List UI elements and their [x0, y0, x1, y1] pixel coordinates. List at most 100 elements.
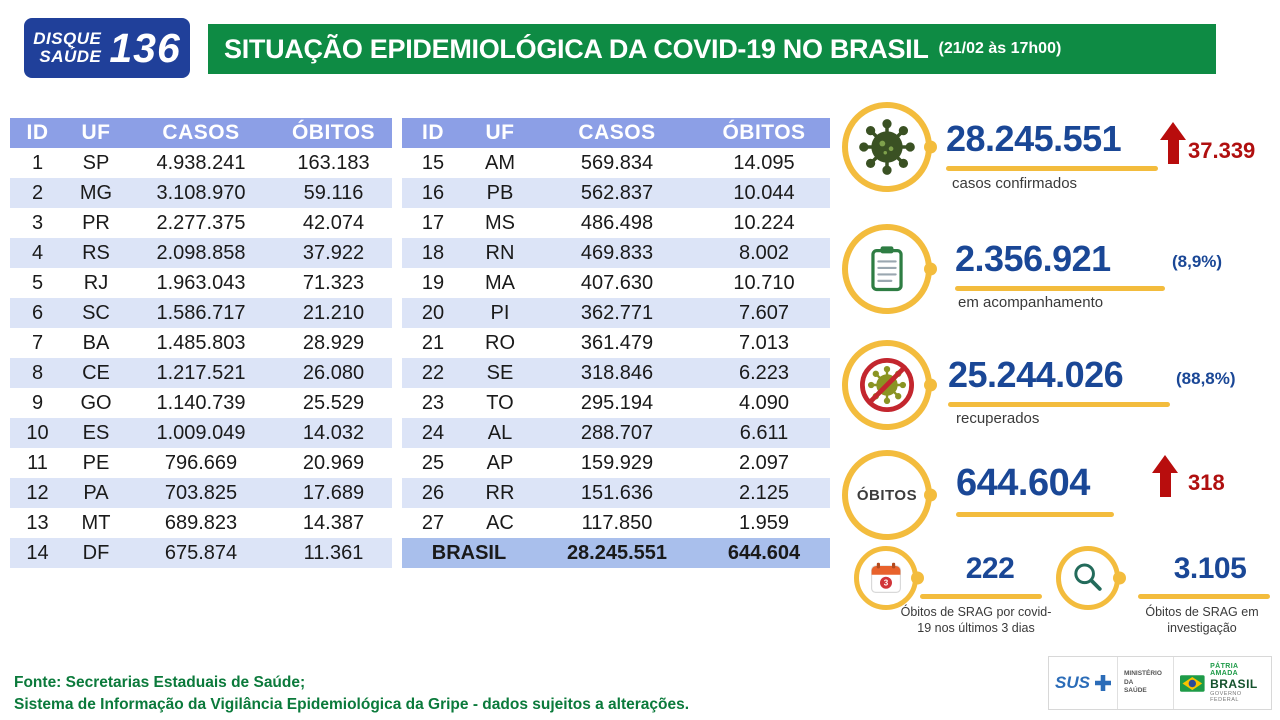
table-cell: CE [82, 361, 110, 384]
gold-underline [920, 594, 1042, 599]
table-cell: 42.074 [302, 211, 365, 234]
source-line-1: Fonte: Secretarias Estaduais de Saúde; [14, 674, 306, 691]
table-cell: 14.387 [302, 511, 365, 534]
table-cell: 11 [27, 451, 48, 474]
table-row: 13 MT 689.823 14.387 [10, 508, 392, 538]
table-row: 12 PA 703.825 17.689 [10, 478, 392, 508]
table-cell: 469.833 [580, 241, 654, 264]
confirmed-cases-label: casos confirmados [952, 175, 1078, 192]
table-cell: 10.044 [733, 181, 795, 204]
table-cell: PR [82, 211, 110, 234]
table-row: 26 RR 151.636 2.125 [402, 478, 830, 508]
table-cell: 10.224 [733, 211, 795, 234]
table-cell: 486.498 [580, 211, 654, 234]
table-cell: SE [486, 361, 514, 384]
monitoring-label: em acompanhamento [958, 294, 1104, 311]
table-cell: 12 [26, 481, 49, 504]
table-cell: GO [80, 391, 112, 414]
government-logos: SUS MINISTÉRIO DA SAÚDE PÁTRIA AMADA BRA… [1048, 656, 1272, 710]
column-header: ID [402, 118, 464, 148]
gold-underline [956, 512, 1114, 517]
disque-saude-logo-text: DISQUE SAÚDE [33, 30, 101, 66]
table-cell: 4 [31, 241, 44, 264]
table-cell: 7 [31, 331, 44, 354]
table-cell: AL [487, 421, 513, 444]
table-row: 1 SP 4.938.241 163.183 [10, 148, 392, 178]
table-cell: 25.529 [302, 391, 365, 414]
table-cell: 3 [31, 211, 44, 234]
table-row: 7 BA 1.485.803 28.929 [10, 328, 392, 358]
table-cell: SP [82, 151, 110, 174]
srag-recent-ring: 3 [854, 546, 918, 610]
sus-logo-text: SUS [1055, 673, 1090, 692]
srag-recent-value: 222 [965, 552, 1015, 585]
deaths-delta: 318 [1188, 470, 1225, 495]
table-row: 23 TO 295.194 4.090 [402, 388, 830, 418]
deaths-ring: ÓBITOS [842, 450, 932, 540]
table-cell: 26.080 [302, 361, 365, 384]
deaths-value: 644.604 [956, 462, 1090, 504]
table-row: 20 PI 362.771 7.607 [402, 298, 830, 328]
confirmed-cases-ring [842, 102, 932, 192]
table-row: 6 SC 1.586.717 21.210 [10, 298, 392, 328]
header-row: ID UF CASOS ÓBITOS [402, 118, 830, 148]
column-header: CASOS [536, 118, 698, 148]
table-cell: 27 [421, 511, 445, 534]
calendar-icon: 3 [871, 562, 901, 593]
table-cell: 117.850 [581, 511, 653, 534]
table-cell: 4.090 [738, 391, 790, 414]
table-cell: 569.834 [580, 151, 654, 174]
table-cell: 8 [31, 361, 44, 384]
table-body: 15 AM 569.834 14.095 16 PB 562.837 10.044 17 MS 48… [402, 148, 830, 568]
table-cell: 6 [31, 301, 44, 324]
table-cell: 59.116 [303, 181, 364, 204]
table-cell: 8.002 [738, 241, 790, 264]
states-table-left: ID UF CASOS ÓBITOS 1 SP 4.938.241 163.183 2 MG 3.… [10, 118, 392, 568]
calendar-badge: 3 [884, 579, 889, 588]
table-cell: RS [82, 241, 110, 264]
gold-underline [1138, 594, 1270, 599]
table-row: 10 ES 1.009.049 14.032 [10, 418, 392, 448]
table-cell: 14.095 [733, 151, 795, 174]
table-cell: 10.710 [733, 271, 795, 294]
total-row: BRASIL 28.245.551 644.604 [402, 538, 830, 568]
table-row: 24 AL 288.707 6.611 [402, 418, 830, 448]
table-cell: 562.837 [580, 181, 654, 204]
table-row: 15 AM 569.834 14.095 [402, 148, 830, 178]
table-head: ID UF CASOS ÓBITOS [10, 118, 392, 148]
report-timestamp: (21/02 às 17h00) [938, 40, 1062, 57]
table-cell: 1.009.049 [156, 421, 246, 444]
deaths-icon-label: ÓBITOS [856, 486, 918, 504]
table-cell: 1.959 [738, 511, 790, 534]
table-cell: 26 [421, 481, 445, 504]
brand-line-2: BRASIL [1210, 677, 1258, 692]
gold-underline [948, 402, 1170, 407]
column-header: ID [10, 118, 65, 148]
table-cell: 7.607 [738, 301, 790, 324]
table-row: 16 PB 562.837 10.044 [402, 178, 830, 208]
table-cell: 151.636 [580, 481, 654, 504]
table-cell: MT [81, 511, 111, 534]
table-cell: PA [83, 481, 109, 504]
table-row: 3 PR 2.277.375 42.074 [10, 208, 392, 238]
table-cell: 703.825 [164, 481, 238, 504]
table-cell: 2 [31, 181, 44, 204]
table-cell: 295.194 [580, 391, 654, 414]
table-cell: 361.479 [580, 331, 654, 354]
ministry-logo: MINISTÉRIO DA SAÚDE [1116, 657, 1173, 709]
table-cell: 6.223 [738, 361, 790, 384]
sus-cross-icon [1094, 675, 1111, 691]
table-cell: RJ [83, 271, 109, 294]
federal-government-logo: PÁTRIA AMADA BRASIL GOVERNO FEDERAL [1173, 657, 1271, 709]
magnifier-icon [1074, 563, 1102, 591]
table-row: 4 RS 2.098.858 37.922 [10, 238, 392, 268]
table-cell: 15 [421, 151, 445, 174]
table-row: 27 AC 117.850 1.959 [402, 508, 830, 538]
column-header: CASOS [127, 118, 275, 148]
monitoring-value: 2.356.921 [955, 238, 1111, 279]
table-cell: 21.210 [302, 301, 365, 324]
column-header: ÓBITOS [698, 118, 830, 148]
table-cell: 22 [421, 361, 445, 384]
table-cell: 10 [26, 421, 49, 444]
table-cell: 2.277.375 [156, 211, 246, 234]
